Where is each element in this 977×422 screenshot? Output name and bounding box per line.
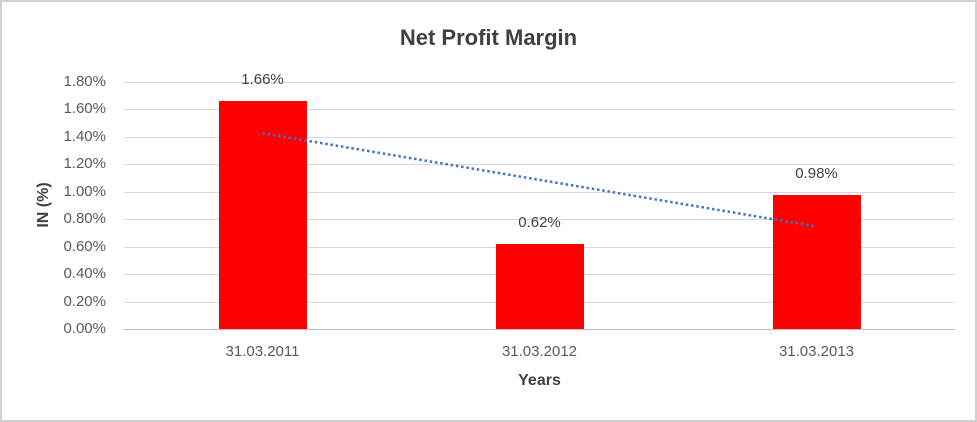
x-tick-label: 31.03.2011 — [225, 343, 300, 360]
y-tick-label: 0.80% — [63, 210, 106, 228]
y-tick-label: 0.20% — [63, 292, 106, 310]
chart-title: Net Profit Margin — [399, 25, 578, 50]
gridline — [124, 82, 955, 83]
x-tick-label: 31.03.2012 — [501, 343, 578, 360]
trendline — [262, 131, 817, 228]
y-tick-label: 1.00% — [63, 182, 106, 200]
y-tick-label: 1.60% — [63, 100, 106, 118]
bar-31.03.2011 — [218, 101, 307, 329]
y-tick-label: 0.00% — [63, 320, 106, 337]
x-tick-label: 31.03.2013 — [778, 343, 855, 360]
y-tick-label: 1.80% — [63, 73, 106, 90]
gridline — [124, 219, 955, 221]
gridline — [124, 191, 955, 193]
gridline — [124, 164, 955, 166]
data-label: 0.62% — [518, 213, 561, 231]
bar-31.03.2012 — [495, 243, 584, 329]
gridline — [124, 136, 955, 138]
gridline — [124, 109, 955, 111]
x-axis-title: Years — [518, 372, 561, 389]
x-axis-line — [124, 329, 955, 330]
plot-area — [124, 82, 955, 330]
data-label: 1.66% — [241, 71, 284, 89]
y-tick-label: 0.40% — [63, 265, 106, 283]
data-label: 0.98% — [795, 164, 838, 182]
y-tick-label: 1.20% — [63, 155, 106, 173]
y-tick-label: 1.40% — [63, 127, 106, 145]
y-tick-label: 0.60% — [63, 237, 106, 255]
bar-31.03.2013 — [772, 194, 861, 329]
trendline-dotted-line — [262, 131, 817, 228]
